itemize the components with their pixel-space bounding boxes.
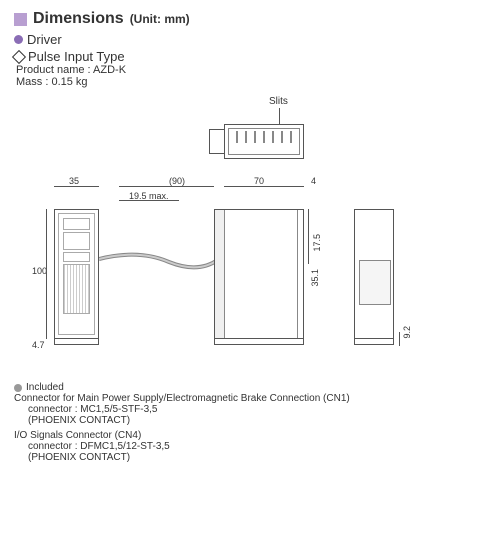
dim-100: 100 bbox=[32, 266, 47, 276]
dim-70: 70 bbox=[254, 176, 264, 186]
dim-35: 35 bbox=[69, 176, 79, 186]
cable-svg bbox=[99, 244, 219, 284]
dim-351: 35.1 bbox=[310, 269, 320, 287]
top-view-connector bbox=[209, 129, 224, 154]
slit bbox=[254, 131, 256, 143]
side-front-plate bbox=[215, 210, 225, 338]
slit bbox=[245, 131, 247, 143]
side-view bbox=[214, 209, 304, 339]
front-port-2 bbox=[63, 232, 90, 250]
side-base bbox=[214, 339, 304, 345]
grey-dot-icon bbox=[14, 384, 22, 392]
included-label: Included bbox=[26, 382, 64, 393]
slit bbox=[263, 131, 265, 143]
dimline-70 bbox=[224, 186, 304, 187]
rear-base bbox=[354, 339, 394, 345]
slits-label: Slits bbox=[269, 96, 288, 107]
dim-175: 17.5 bbox=[312, 234, 322, 252]
dimline-90 bbox=[119, 186, 214, 187]
dimline-175 bbox=[308, 209, 309, 264]
front-terminal-block bbox=[63, 264, 90, 314]
mass-label: Mass : bbox=[16, 76, 48, 88]
front-port-3 bbox=[63, 252, 90, 262]
pulse-type-label: Pulse Input Type bbox=[28, 49, 125, 64]
dim-4: 4 bbox=[311, 176, 316, 186]
cn4-manufacturer: (PHOENIX CONTACT) bbox=[28, 452, 486, 463]
bullet-dot-icon bbox=[14, 35, 23, 44]
dimline-92 bbox=[399, 332, 400, 346]
product-label: Product name : bbox=[16, 64, 91, 76]
slit bbox=[281, 131, 283, 143]
top-view-box bbox=[224, 124, 304, 159]
footer: Included Connector for Main Power Supply… bbox=[14, 382, 486, 463]
front-port-1 bbox=[63, 218, 90, 230]
dim-92: 9.2 bbox=[402, 326, 412, 339]
header-square-icon bbox=[14, 13, 27, 26]
rear-view bbox=[354, 209, 394, 339]
dim-47: 4.7 bbox=[32, 340, 45, 350]
slit bbox=[290, 131, 292, 143]
front-base bbox=[54, 339, 99, 345]
dimline-35 bbox=[54, 186, 99, 187]
dimline-195 bbox=[119, 200, 179, 201]
front-view bbox=[54, 209, 99, 339]
dimension-diagram: Slits 35 (90) 70 4 19.5 max. bbox=[14, 94, 486, 374]
slit bbox=[236, 131, 238, 143]
dimline-100 bbox=[46, 209, 47, 339]
page-title: Dimensions bbox=[33, 10, 124, 28]
rear-bracket bbox=[359, 260, 391, 305]
cn4-connector: connector : DFMC1,5/12-ST-3,5 bbox=[28, 441, 486, 452]
diamond-icon bbox=[12, 49, 26, 63]
cn1-manufacturer: (PHOENIX CONTACT) bbox=[28, 415, 486, 426]
dim-90: (90) bbox=[169, 176, 185, 186]
side-back-plate bbox=[297, 210, 303, 338]
cable bbox=[99, 244, 219, 274]
cn1-title: Connector for Main Power Supply/Electrom… bbox=[14, 393, 486, 404]
cn4-title: I/O Signals Connector (CN4) bbox=[14, 430, 486, 441]
front-panel bbox=[58, 213, 95, 335]
cn1-connector: connector : MC1,5/5-STF-3,5 bbox=[28, 404, 486, 415]
unit-label: (Unit: mm) bbox=[130, 12, 190, 26]
slit-row bbox=[229, 129, 299, 154]
top-view-inner bbox=[228, 128, 300, 155]
mass-value: 0.15 kg bbox=[51, 76, 87, 88]
slit bbox=[272, 131, 274, 143]
driver-label: Driver bbox=[27, 32, 62, 47]
product-name: AZD-K bbox=[93, 64, 126, 76]
